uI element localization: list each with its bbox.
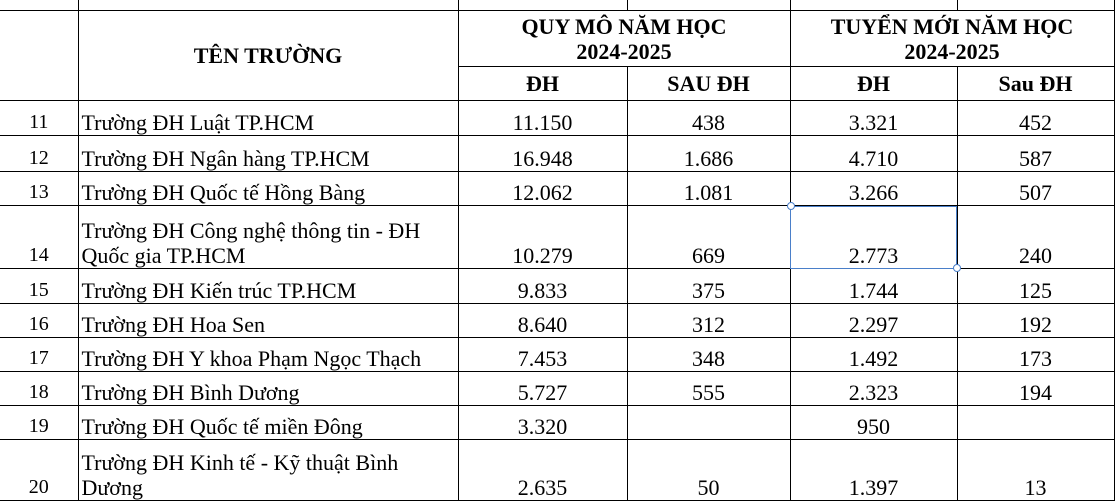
- enroll-grad-cell[interactable]: 240: [956, 205, 1115, 269]
- scale-ug-cell[interactable]: 12.062: [457, 171, 628, 206]
- scale-grad-cell[interactable]: 50: [626, 439, 791, 501]
- enroll-ug-cell[interactable]: 1.492: [789, 337, 958, 372]
- enroll-ug-cell[interactable]: 2.773: [786, 202, 961, 272]
- scale-ug-cell[interactable]: 3.320: [457, 405, 628, 440]
- enroll-ug-cell[interactable]: 1.744: [789, 268, 958, 304]
- school-name-cell[interactable]: Trường ĐH Quốc tế miền Đông: [77, 405, 459, 440]
- enroll-grad-cell[interactable]: 13: [956, 439, 1115, 501]
- enroll-ug-cell[interactable]: 4.710: [789, 135, 958, 172]
- previous-row-cut: [0, 0, 1115, 11]
- enroll-ug-cell[interactable]: 2.297: [789, 303, 958, 338]
- enroll-grad-cell[interactable]: 125: [956, 268, 1115, 304]
- school-name-cell[interactable]: Trường ĐH Ngân hàng TP.HCM: [77, 135, 459, 172]
- table-row: 12 Trường ĐH Ngân hàng TP.HCM 16.948 1.686 4…: [0, 135, 1115, 172]
- table-row: 13 Trường ĐH Quốc tế Hồng Bàng 12.062 1.081…: [0, 171, 1115, 206]
- row-number[interactable]: 17: [0, 337, 79, 372]
- enroll-ug-cell[interactable]: 950: [789, 405, 958, 440]
- scale-grad-cell[interactable]: 348: [626, 337, 791, 372]
- scale-ug-cell[interactable]: 9.833: [457, 268, 628, 304]
- school-name-cell[interactable]: Trường ĐH Kinh tế - Kỹ thuật Bình Dương: [77, 439, 459, 501]
- table-row: 15 Trường ĐH Kiến trúc TP.HCM 9.833 375 1.74…: [0, 268, 1115, 304]
- row-number[interactable]: 19: [0, 405, 79, 440]
- header-school-name[interactable]: TÊN TRƯỜNG: [77, 10, 459, 101]
- row-number[interactable]: 11: [0, 100, 79, 136]
- table-row: 11 Trường ĐH Luật TP.HCM 11.150 438 3.321 452: [0, 100, 1115, 136]
- school-name-cell[interactable]: Trường ĐH Kiến trúc TP.HCM: [77, 268, 459, 304]
- header-scale-ug[interactable]: ĐH: [458, 66, 628, 101]
- enroll-grad-cell[interactable]: 452: [956, 100, 1115, 136]
- scale-grad-cell[interactable]: 669: [626, 205, 791, 269]
- header-enroll-group[interactable]: TUYỂN MỚI NĂM HỌC 2024-2025: [789, 10, 1115, 67]
- row-number[interactable]: 14: [0, 205, 79, 269]
- row-number[interactable]: 16: [0, 303, 79, 338]
- table-row: 17 Trường ĐH Y khoa Phạm Ngọc Thạch 7.453 3…: [0, 337, 1115, 372]
- scale-ug-cell[interactable]: 8.640: [457, 303, 628, 338]
- enroll-ug-cell[interactable]: 1.397: [789, 439, 958, 501]
- table-row: 14 Trường ĐH Công nghệ thông tin - ĐH Quố…: [0, 202, 1115, 272]
- row-number[interactable]: 15: [0, 268, 79, 304]
- scale-grad-cell[interactable]: 438: [626, 100, 791, 136]
- scale-grad-cell[interactable]: 1.686: [626, 135, 791, 172]
- header-stt[interactable]: [0, 10, 79, 101]
- row-number[interactable]: 13: [0, 171, 79, 206]
- enroll-ug-cell[interactable]: 3.266: [789, 171, 958, 206]
- enroll-grad-cell[interactable]: [956, 405, 1115, 440]
- school-name-cell[interactable]: Trường ĐH Hoa Sen: [77, 303, 459, 338]
- table-row: 20 Trường ĐH Kinh tế - Kỹ thuật Bình Dươn…: [0, 439, 1115, 501]
- enroll-grad-cell[interactable]: 192: [956, 303, 1115, 338]
- scale-grad-cell[interactable]: 1.081: [626, 171, 791, 206]
- scale-ug-cell[interactable]: 2.635: [457, 439, 628, 501]
- enroll-grad-cell[interactable]: 587: [956, 135, 1115, 172]
- header-scale-grad[interactable]: SAU ĐH: [626, 66, 791, 101]
- enroll-grad-cell[interactable]: 194: [956, 371, 1115, 406]
- school-name-cell[interactable]: Trường ĐH Y khoa Phạm Ngọc Thạch: [77, 337, 459, 372]
- school-name-cell[interactable]: Trường ĐH Quốc tế Hồng Bàng: [77, 171, 459, 206]
- enroll-grad-cell[interactable]: 507: [956, 171, 1115, 206]
- row-number[interactable]: 18: [0, 371, 79, 406]
- scale-ug-cell[interactable]: 5.727: [457, 371, 628, 406]
- scale-grad-cell[interactable]: 555: [626, 371, 791, 406]
- header-enroll-ug[interactable]: ĐH: [789, 66, 958, 101]
- school-name-cell[interactable]: Trường ĐH Luật TP.HCM: [77, 100, 459, 136]
- enroll-grad-cell[interactable]: 173: [956, 337, 1115, 372]
- selection-handle[interactable]: [786, 202, 795, 210]
- scale-grad-cell[interactable]: [626, 405, 791, 440]
- scale-grad-cell[interactable]: 375: [626, 268, 791, 304]
- selection-handle[interactable]: [952, 264, 961, 272]
- header-scale-group[interactable]: QUY MÔ NĂM HỌC 2024-2025: [457, 10, 791, 67]
- enroll-ug-cell[interactable]: 2.323: [789, 371, 958, 406]
- row-number[interactable]: 12: [0, 135, 79, 172]
- table-row: 16 Trường ĐH Hoa Sen 8.640 312 2.297 192: [0, 303, 1115, 338]
- enroll-ug-cell[interactable]: 3.321: [789, 100, 958, 136]
- school-name-cell[interactable]: Trường ĐH Bình Dương: [77, 371, 459, 406]
- row-number[interactable]: 20: [0, 439, 79, 501]
- scale-ug-cell[interactable]: 11.150: [457, 100, 628, 136]
- scale-ug-cell[interactable]: 16.948: [457, 135, 628, 172]
- school-name-cell[interactable]: Trường ĐH Công nghệ thông tin - ĐH Quốc …: [77, 205, 459, 269]
- table-row: 18 Trường ĐH Bình Dương 5.727 555 2.323 194: [0, 371, 1115, 406]
- scale-grad-cell[interactable]: 312: [626, 303, 791, 338]
- scale-ug-cell[interactable]: 7.453: [457, 337, 628, 372]
- header-enroll-grad[interactable]: Sau ĐH: [956, 66, 1115, 101]
- scale-ug-cell[interactable]: 10.279: [457, 205, 628, 269]
- table-row: 19 Trường ĐH Quốc tế miền Đông 3.320 950: [0, 405, 1115, 440]
